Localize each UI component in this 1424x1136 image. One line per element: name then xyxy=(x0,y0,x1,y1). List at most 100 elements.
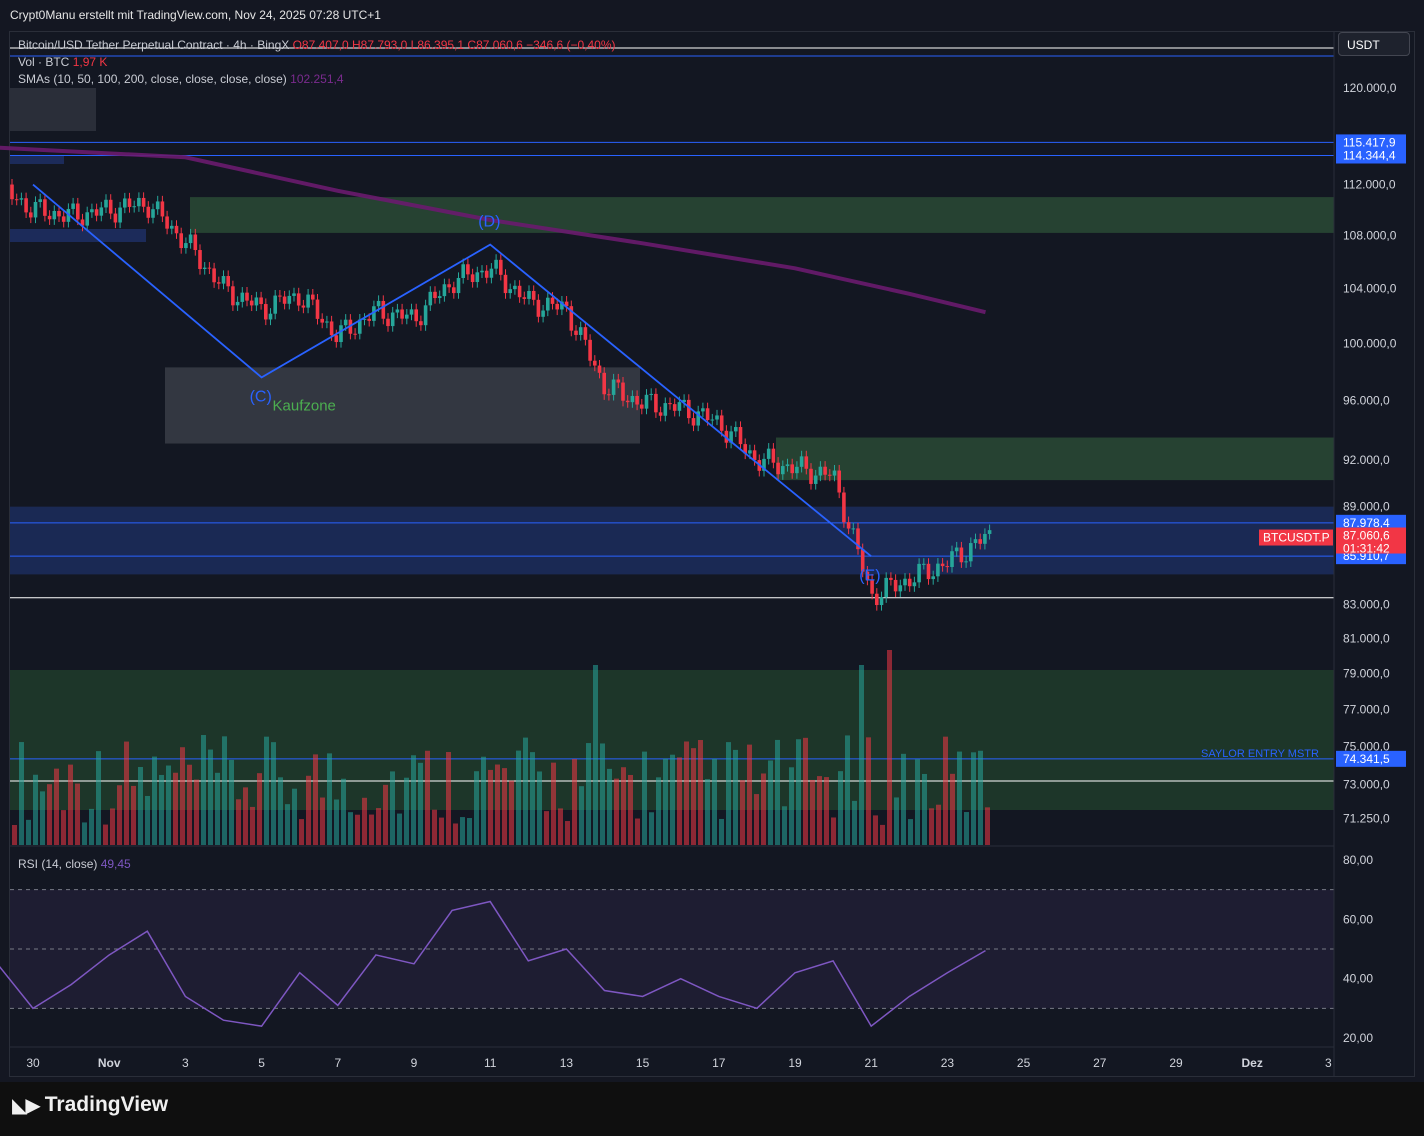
volume-bar xyxy=(873,815,878,845)
candle-body xyxy=(513,285,517,290)
volume-bar xyxy=(152,756,157,845)
volume-bar xyxy=(124,741,129,845)
candle-body xyxy=(644,394,649,409)
candle-body xyxy=(875,593,879,606)
candle-body xyxy=(423,305,428,326)
candle-body xyxy=(170,225,174,229)
candle-body xyxy=(837,470,841,493)
time-tick-label: 9 xyxy=(411,1056,418,1070)
sma-legend[interactable]: SMAs (10, 50, 100, 200, close, close, cl… xyxy=(18,72,344,86)
candle-body xyxy=(118,207,122,223)
price-level-name: SAYLOR ENTRY MSTR xyxy=(1201,748,1319,760)
candle-body xyxy=(165,216,169,229)
volume-bar xyxy=(12,825,17,845)
small-blue-band-top xyxy=(10,155,64,164)
volume-bar xyxy=(425,750,430,845)
volume-bar xyxy=(621,767,626,845)
volume-bar xyxy=(880,824,885,845)
sma-label: SMAs (10, 50, 100, 200, close, close, cl… xyxy=(18,72,287,86)
range-box xyxy=(10,88,96,131)
candle-body xyxy=(428,291,433,306)
candle-body xyxy=(893,579,898,592)
volume-bar xyxy=(908,819,913,845)
candle-body xyxy=(306,294,310,308)
candle-body xyxy=(57,210,61,217)
wave-label: (D) xyxy=(478,214,500,231)
volume-legend[interactable]: Vol · BTC 1,97 K xyxy=(18,55,107,69)
candle-body xyxy=(729,431,733,443)
candle-body xyxy=(593,360,597,366)
volume-bar xyxy=(313,754,318,845)
volume-bar xyxy=(222,736,227,845)
volume-bar xyxy=(103,824,108,845)
brand-name: TradingView xyxy=(44,1093,169,1116)
volume-bar xyxy=(950,773,955,845)
time-tick-label: 3 xyxy=(182,1056,189,1070)
candle-body xyxy=(987,530,992,534)
candle-body xyxy=(503,274,508,294)
candle-body xyxy=(550,297,555,304)
price-level-tag-label: 87.978,4 xyxy=(1343,516,1390,530)
candle-body xyxy=(809,468,813,484)
rsi-label: RSI (14, close) xyxy=(18,857,98,871)
candle-body xyxy=(663,403,668,416)
candle-body xyxy=(781,466,785,475)
candle-body xyxy=(555,303,559,310)
candle-body xyxy=(19,198,24,200)
candle-body xyxy=(870,579,874,594)
candle-body xyxy=(259,297,263,305)
candle-body xyxy=(785,464,790,467)
volume-bar xyxy=(866,737,871,845)
candle-body xyxy=(390,312,395,327)
volume-bar xyxy=(656,777,661,845)
rsi-line xyxy=(0,900,986,1028)
candle-body xyxy=(400,309,404,319)
candle-body xyxy=(658,412,663,416)
chart-canvas[interactable]: Kaufzone(C) (D) (E) 120.000,0 112.000,0 108.0… xyxy=(0,0,1424,1080)
volume-bar xyxy=(887,650,892,845)
volume-bar xyxy=(348,812,353,845)
candle-body xyxy=(409,309,414,315)
volume-bar xyxy=(796,739,801,845)
candle-body xyxy=(795,466,799,474)
volume-bar xyxy=(460,817,465,845)
volume-bar xyxy=(684,741,689,845)
volume-bar xyxy=(40,791,45,845)
volume-bar xyxy=(985,807,990,845)
rsi-tick-label: 60,00 xyxy=(1343,912,1373,926)
symbol-legend[interactable]: Bitcoin/USD Tether Perpetual Contract · … xyxy=(18,38,616,52)
volume-bar xyxy=(719,818,724,845)
candle-body xyxy=(24,198,28,213)
candle-body xyxy=(964,561,968,563)
time-tick-label: 30 xyxy=(26,1056,40,1070)
candle-body xyxy=(367,318,371,321)
price-tick-label: 79.000,0 xyxy=(1343,667,1390,681)
candle-body xyxy=(630,395,635,403)
volume-bar xyxy=(530,752,535,845)
candle-body xyxy=(889,577,893,580)
volume-bar xyxy=(957,751,962,845)
volume-bar xyxy=(236,799,241,845)
candle-body xyxy=(339,325,343,343)
volume-bar xyxy=(327,753,332,845)
candle-body xyxy=(865,571,870,580)
candle-body xyxy=(922,563,926,565)
price-tick-label: 71.250,0 xyxy=(1343,811,1390,825)
candle-body xyxy=(414,309,418,322)
last-price-tag xyxy=(1336,527,1406,554)
volume-bar xyxy=(89,808,94,845)
candle-body xyxy=(372,306,376,321)
currency-button[interactable]: USDT xyxy=(1338,32,1410,56)
volume-bar xyxy=(831,817,836,845)
volume-bar xyxy=(915,759,920,845)
symbol-tag-label: BTCUSDT.P xyxy=(1263,531,1330,545)
rsi-legend[interactable]: RSI (14, close) 49,45 xyxy=(18,857,131,871)
candle-body xyxy=(950,551,954,567)
candle-body xyxy=(738,427,743,445)
price-tick-label: 83.000,0 xyxy=(1343,597,1390,611)
candle-body xyxy=(752,450,757,461)
price-tick-label: 120.000,0 xyxy=(1343,81,1397,95)
candle-body xyxy=(691,418,696,426)
candle-body xyxy=(912,582,917,587)
candle-body xyxy=(508,289,512,294)
